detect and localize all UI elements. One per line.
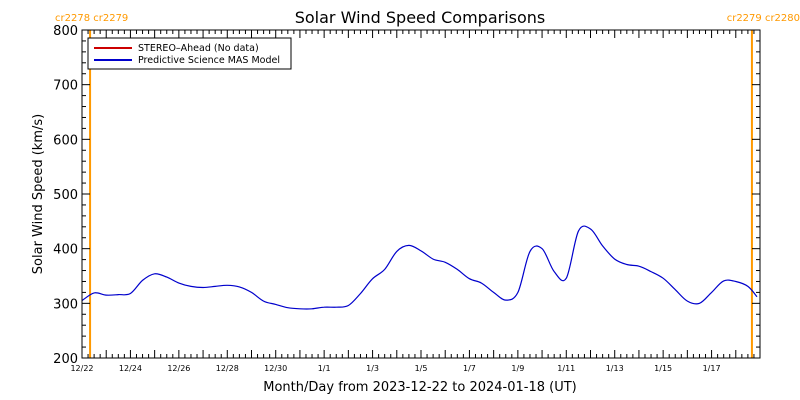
y-tick-label-300: 300 xyxy=(53,297,78,312)
x-axis-title: Month/Day from 2023-12-22 to 2024-01-18 … xyxy=(263,380,576,395)
x-tick-label-8: 1/7 xyxy=(463,364,476,373)
y-tick-label-700: 700 xyxy=(53,79,78,94)
x-tick-label-13: 1/17 xyxy=(703,364,721,373)
x-tick-label-9: 1/9 xyxy=(511,364,524,373)
x-tick-label-12: 1/15 xyxy=(654,364,672,373)
x-tick-label-6: 1/3 xyxy=(366,364,379,373)
x-axis: 12/22 12/24 12/26 12/28 12/30 1/1 1/3 1/5 1/7 1/9… xyxy=(70,30,755,373)
carrington-label-left: cr2278 cr2279 xyxy=(55,13,128,24)
chart-title: Solar Wind Speed Comparisons xyxy=(295,8,546,27)
x-tick-label-5: 1/1 xyxy=(318,364,331,373)
plot-frame xyxy=(81,29,761,359)
x-tick-label-7: 1/5 xyxy=(415,364,428,373)
plot-area xyxy=(81,30,758,358)
carrington-label-right: cr2279 cr2280 xyxy=(727,13,800,24)
legend-label-stereo: STEREO–Ahead (No data) xyxy=(138,43,259,54)
y-tick-label-400: 400 xyxy=(53,243,78,258)
legend-label-model: Predictive Science MAS Model xyxy=(138,55,280,66)
y-tick-label-500: 500 xyxy=(53,188,78,203)
y-tick-label-200: 200 xyxy=(53,352,78,367)
y-axis: 200 300 400 500 600 700 800 xyxy=(53,24,760,367)
y-axis-title: Solar Wind Speed (km/s) xyxy=(31,114,46,274)
series-line-mas-model xyxy=(81,225,758,310)
y-tick-label-600: 600 xyxy=(53,133,78,148)
y-tick-label-800: 800 xyxy=(53,24,78,39)
x-tick-label-11: 1/13 xyxy=(606,364,624,373)
legend-box xyxy=(87,37,292,70)
x-tick-label-10: 1/11 xyxy=(557,364,575,373)
legend: STEREO–Ahead (No data) Predictive Scienc… xyxy=(87,37,292,70)
x-tick-label-0: 12/22 xyxy=(70,364,93,373)
x-tick-label-2: 12/26 xyxy=(167,364,190,373)
x-tick-label-3: 12/28 xyxy=(216,364,239,373)
x-tick-label-4: 12/30 xyxy=(264,364,287,373)
x-tick-label-1: 12/24 xyxy=(119,364,142,373)
